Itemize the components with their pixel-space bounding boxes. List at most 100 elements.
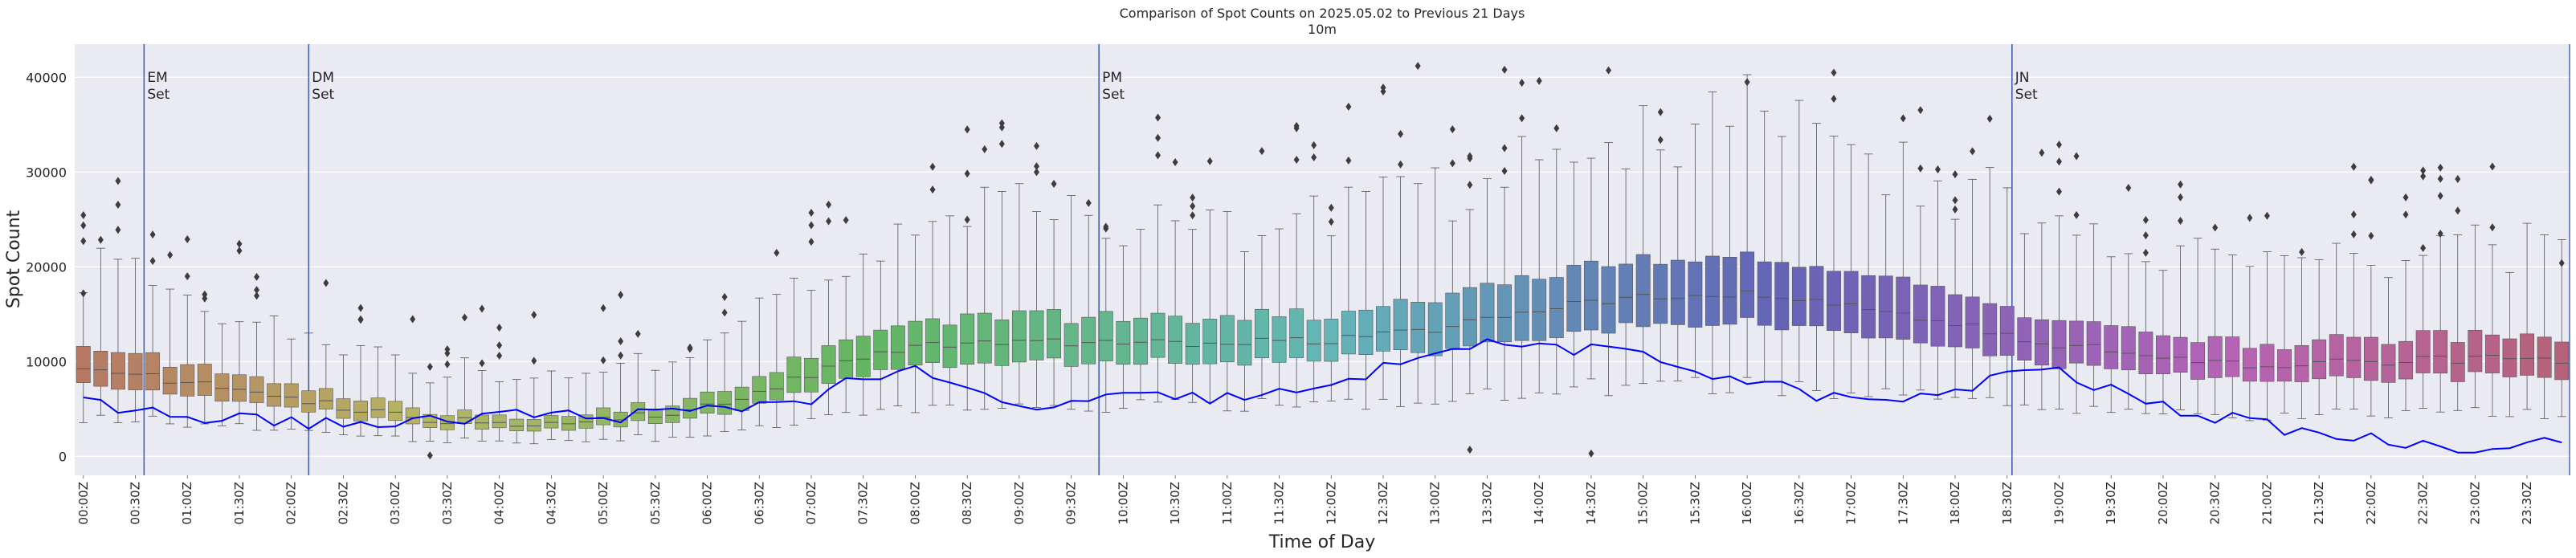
x-tick-label: 21:30Z — [2312, 482, 2326, 525]
x-tick-label: 10:30Z — [1168, 482, 1182, 525]
box — [544, 415, 559, 429]
outlier — [410, 315, 416, 324]
box — [1358, 309, 1374, 355]
box — [1445, 292, 1460, 349]
outlier — [1536, 76, 1542, 85]
outlier — [531, 311, 537, 320]
outlier — [826, 200, 832, 209]
box — [1982, 303, 1998, 356]
outlier — [618, 336, 624, 345]
box — [977, 312, 992, 364]
outlier — [1311, 153, 1317, 161]
box — [1774, 262, 1790, 331]
outlier — [1467, 446, 1473, 454]
box — [942, 324, 957, 369]
outlier — [2073, 210, 2080, 219]
outlier — [1831, 68, 1837, 77]
y-tick-label: 30000 — [26, 165, 67, 180]
outlier — [2142, 215, 2149, 224]
box — [1827, 271, 1841, 331]
box — [2190, 342, 2206, 380]
x-tick-label: 13:30Z — [1480, 482, 1494, 525]
outlier — [1033, 141, 1039, 150]
x-tick-label: 02:00Z — [284, 482, 299, 525]
box — [2329, 334, 2344, 377]
box — [2363, 336, 2378, 381]
outlier — [167, 250, 174, 259]
box — [509, 418, 525, 431]
outlier — [2350, 162, 2357, 171]
box — [804, 357, 819, 393]
outlier — [2055, 187, 2062, 196]
box — [2017, 317, 2032, 360]
outlier — [254, 291, 260, 300]
outlier — [721, 292, 728, 301]
outlier — [1606, 66, 1612, 75]
outlier — [2437, 230, 2443, 238]
box — [2069, 320, 2084, 364]
outlier — [115, 226, 121, 234]
box — [596, 407, 611, 426]
box — [1185, 323, 1200, 365]
box — [145, 352, 161, 391]
outlier — [774, 248, 780, 257]
box — [1843, 271, 1859, 333]
x-tick-label: 08:00Z — [908, 482, 922, 525]
box — [353, 401, 368, 422]
box — [873, 329, 888, 370]
outlier — [1900, 114, 1906, 123]
box — [1688, 261, 1703, 328]
box — [1809, 266, 1824, 327]
today-line — [83, 338, 2562, 454]
outlier — [2489, 162, 2496, 171]
box — [1462, 287, 1477, 347]
outlier — [2455, 206, 2461, 215]
x-tick-label: 15:30Z — [1688, 482, 1702, 525]
x-tick-label: 06:30Z — [752, 482, 766, 525]
outlier — [2247, 214, 2253, 222]
x-tick-label: 11:00Z — [1220, 482, 1235, 525]
outlier — [1415, 62, 1421, 71]
box — [162, 366, 178, 395]
box — [1670, 259, 1685, 325]
box — [475, 414, 489, 430]
outlier — [2178, 193, 2184, 202]
x-tick-label: 04:30Z — [544, 482, 558, 525]
box — [2381, 344, 2396, 383]
x-tick-label: 16:30Z — [1792, 482, 1806, 525]
outlier — [2125, 183, 2132, 192]
box — [526, 419, 541, 432]
box — [1219, 315, 1235, 363]
box — [1948, 294, 1962, 348]
marker-label-bottom: Set — [1102, 87, 1125, 103]
box — [1965, 296, 1980, 348]
outlier — [184, 234, 190, 243]
box — [318, 388, 333, 409]
box — [1168, 316, 1183, 364]
outlier — [2558, 259, 2565, 267]
box — [2173, 336, 2188, 373]
outlier — [1917, 164, 1924, 173]
outlier — [1449, 159, 1455, 168]
marker-label-bottom: Set — [2015, 87, 2038, 103]
x-tick-label: 22:00Z — [2364, 482, 2378, 525]
outlier — [1501, 144, 1508, 153]
box — [2138, 332, 2153, 375]
x-tick-label: 12:00Z — [1324, 482, 1338, 525]
box — [128, 352, 143, 390]
outlier — [1155, 133, 1161, 142]
y-axis-label: Spot Count — [4, 210, 24, 308]
outlier — [149, 257, 156, 266]
box — [2051, 320, 2067, 369]
box — [2225, 336, 2240, 377]
x-axis-label: Time of Day — [1268, 532, 1375, 552]
outlier — [2437, 163, 2443, 172]
outlier — [635, 329, 641, 338]
outlier — [496, 352, 503, 360]
x-tick-label: 01:00Z — [180, 482, 194, 525]
outlier — [2073, 152, 2080, 161]
outlier — [1467, 181, 1473, 189]
outlier — [618, 291, 624, 299]
x-tick-label: 05:30Z — [648, 482, 663, 525]
x-tick-label: 07:30Z — [856, 482, 871, 525]
